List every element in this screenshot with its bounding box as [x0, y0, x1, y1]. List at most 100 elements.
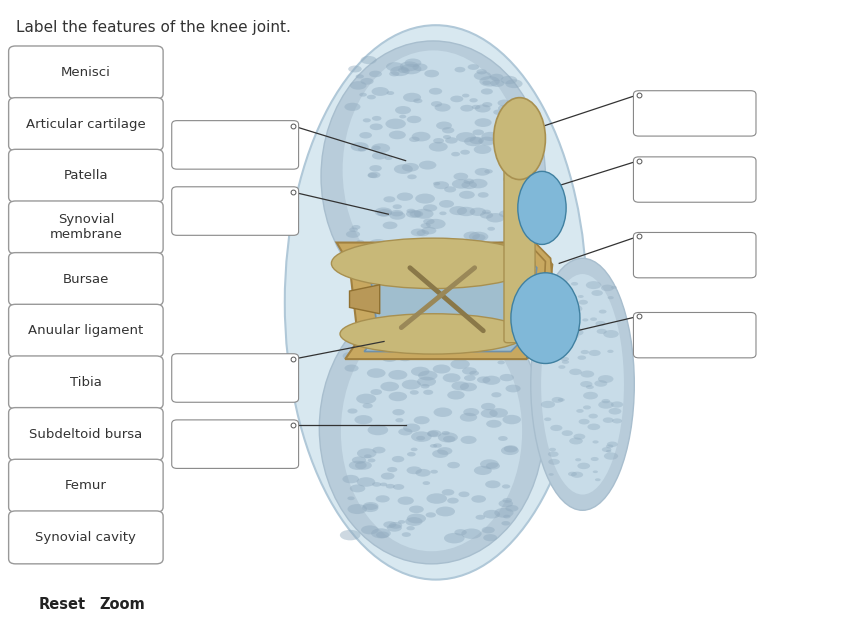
- Ellipse shape: [431, 101, 442, 107]
- Ellipse shape: [411, 448, 418, 451]
- Ellipse shape: [349, 461, 367, 470]
- Ellipse shape: [554, 303, 564, 308]
- Ellipse shape: [486, 268, 495, 273]
- Ellipse shape: [368, 173, 378, 178]
- Ellipse shape: [501, 446, 519, 455]
- Ellipse shape: [319, 293, 544, 564]
- Ellipse shape: [429, 142, 448, 152]
- Ellipse shape: [608, 296, 614, 299]
- Ellipse shape: [456, 271, 463, 274]
- Ellipse shape: [463, 178, 474, 184]
- FancyBboxPatch shape: [633, 312, 756, 358]
- Ellipse shape: [321, 41, 545, 312]
- Polygon shape: [350, 285, 380, 314]
- Ellipse shape: [350, 81, 367, 89]
- Ellipse shape: [567, 305, 583, 312]
- Ellipse shape: [482, 102, 492, 107]
- Ellipse shape: [420, 329, 437, 337]
- Ellipse shape: [433, 444, 442, 448]
- Ellipse shape: [501, 521, 510, 525]
- Ellipse shape: [397, 269, 410, 276]
- Ellipse shape: [423, 204, 438, 212]
- Ellipse shape: [596, 329, 607, 334]
- Ellipse shape: [456, 250, 469, 257]
- Ellipse shape: [356, 74, 364, 79]
- Ellipse shape: [375, 207, 393, 217]
- Ellipse shape: [456, 132, 476, 142]
- Ellipse shape: [406, 466, 422, 474]
- Ellipse shape: [420, 241, 434, 248]
- FancyBboxPatch shape: [172, 420, 299, 469]
- Ellipse shape: [460, 382, 477, 391]
- Ellipse shape: [393, 409, 405, 415]
- FancyBboxPatch shape: [9, 98, 163, 151]
- Ellipse shape: [486, 462, 500, 469]
- Ellipse shape: [369, 165, 381, 171]
- Ellipse shape: [456, 255, 476, 265]
- Ellipse shape: [472, 247, 486, 255]
- Ellipse shape: [481, 88, 493, 94]
- Ellipse shape: [461, 529, 482, 539]
- Ellipse shape: [420, 223, 431, 228]
- FancyBboxPatch shape: [9, 46, 163, 99]
- Ellipse shape: [401, 246, 410, 251]
- Ellipse shape: [394, 164, 413, 174]
- Ellipse shape: [469, 208, 486, 216]
- Ellipse shape: [511, 273, 580, 364]
- Ellipse shape: [501, 76, 517, 84]
- Ellipse shape: [541, 274, 624, 495]
- Ellipse shape: [367, 369, 386, 378]
- Ellipse shape: [417, 377, 436, 386]
- Ellipse shape: [407, 452, 416, 457]
- Ellipse shape: [406, 526, 415, 530]
- Ellipse shape: [348, 496, 355, 500]
- Ellipse shape: [464, 137, 482, 146]
- Text: Label the features of the knee joint.: Label the features of the knee joint.: [16, 20, 291, 35]
- Ellipse shape: [458, 491, 469, 497]
- Ellipse shape: [578, 300, 588, 305]
- Ellipse shape: [390, 210, 403, 217]
- Ellipse shape: [450, 255, 460, 260]
- Ellipse shape: [406, 116, 421, 123]
- Ellipse shape: [481, 403, 495, 410]
- Ellipse shape: [445, 137, 457, 144]
- FancyBboxPatch shape: [9, 304, 163, 357]
- Ellipse shape: [369, 71, 382, 77]
- Ellipse shape: [362, 502, 379, 510]
- Text: Synovial cavity: Synovial cavity: [35, 531, 136, 544]
- Ellipse shape: [433, 138, 444, 144]
- Ellipse shape: [444, 265, 459, 272]
- Ellipse shape: [444, 533, 464, 544]
- Ellipse shape: [477, 376, 490, 383]
- Ellipse shape: [389, 130, 406, 139]
- Ellipse shape: [359, 132, 372, 139]
- FancyBboxPatch shape: [633, 157, 756, 202]
- Ellipse shape: [386, 118, 406, 129]
- Ellipse shape: [432, 365, 450, 374]
- Ellipse shape: [408, 338, 419, 344]
- Ellipse shape: [356, 478, 375, 487]
- Ellipse shape: [350, 227, 358, 232]
- Ellipse shape: [591, 290, 603, 296]
- Ellipse shape: [604, 452, 618, 460]
- Ellipse shape: [348, 504, 367, 514]
- Ellipse shape: [433, 408, 452, 417]
- Ellipse shape: [285, 25, 587, 580]
- Ellipse shape: [458, 247, 468, 252]
- Ellipse shape: [370, 389, 382, 395]
- Ellipse shape: [476, 515, 485, 520]
- Ellipse shape: [488, 227, 495, 231]
- Ellipse shape: [503, 515, 511, 518]
- Ellipse shape: [372, 267, 385, 274]
- Ellipse shape: [361, 525, 379, 534]
- Ellipse shape: [390, 66, 410, 76]
- Ellipse shape: [362, 403, 373, 408]
- Ellipse shape: [588, 423, 601, 430]
- Ellipse shape: [363, 331, 377, 338]
- Ellipse shape: [369, 239, 387, 248]
- Text: Articular cartilage: Articular cartilage: [26, 118, 146, 130]
- Ellipse shape: [416, 436, 425, 440]
- Ellipse shape: [498, 436, 507, 441]
- Ellipse shape: [343, 352, 358, 360]
- FancyBboxPatch shape: [172, 186, 299, 235]
